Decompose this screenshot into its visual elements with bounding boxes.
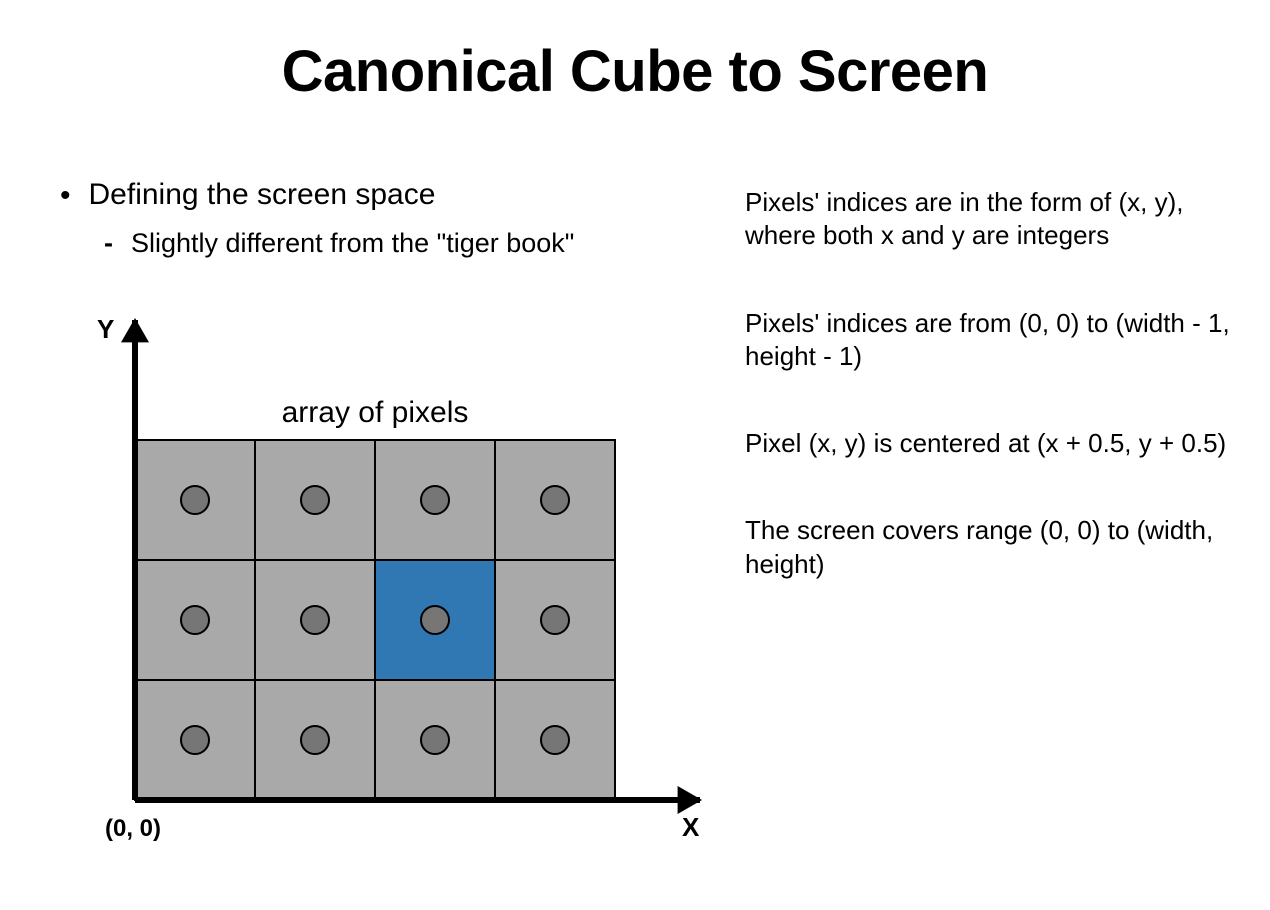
note-3: Pixel (x, y) is centered at (x + 0.5, y … [745,427,1245,460]
y-axis-arrow-icon [121,318,149,342]
origin-label: (0, 0) [105,815,161,842]
bullet-text-2: Slightly different from the "tiger book" [131,228,574,259]
pixel-center-dot [301,486,329,514]
note-4: The screen covers range (0, 0) to (width… [745,514,1245,581]
x-axis-label: X [682,812,700,842]
x-axis-arrow-icon [678,786,702,814]
pixel-center-dot [541,606,569,634]
pixel-center-dot [541,726,569,754]
pixel-center-dot [301,606,329,634]
bullet-list: • Defining the screen space - Slightly d… [60,178,574,259]
bullet-text-1: Defining the screen space [89,178,436,212]
diagram-svg: Y X (0, 0) array of pixels [80,300,720,860]
bullet-item-2: - Slightly different from the "tiger boo… [104,228,574,259]
pixel-center-dot [181,726,209,754]
bullet-dash-icon: - [104,228,113,259]
pixel-center-dot [181,486,209,514]
note-2: Pixels' indices are from (0, 0) to (widt… [745,307,1245,374]
page-title: Canonical Cube to Screen [0,38,1270,105]
pixel-center-dot [421,606,449,634]
pixel-grid-diagram: Y X (0, 0) array of pixels [80,300,720,860]
notes-column: Pixels' indices are in the form of (x, y… [745,186,1245,635]
pixel-center-dot [421,726,449,754]
pixel-center-dot [421,486,449,514]
bullet-dot-icon: • [60,178,71,214]
pixel-center-dot [301,726,329,754]
diagram-caption: array of pixels [282,396,469,429]
pixel-center-dot [541,486,569,514]
note-1: Pixels' indices are in the form of (x, y… [745,186,1245,253]
pixel-center-dot [181,606,209,634]
y-axis-label: Y [97,314,114,344]
bullet-item-1: • Defining the screen space [60,178,574,214]
